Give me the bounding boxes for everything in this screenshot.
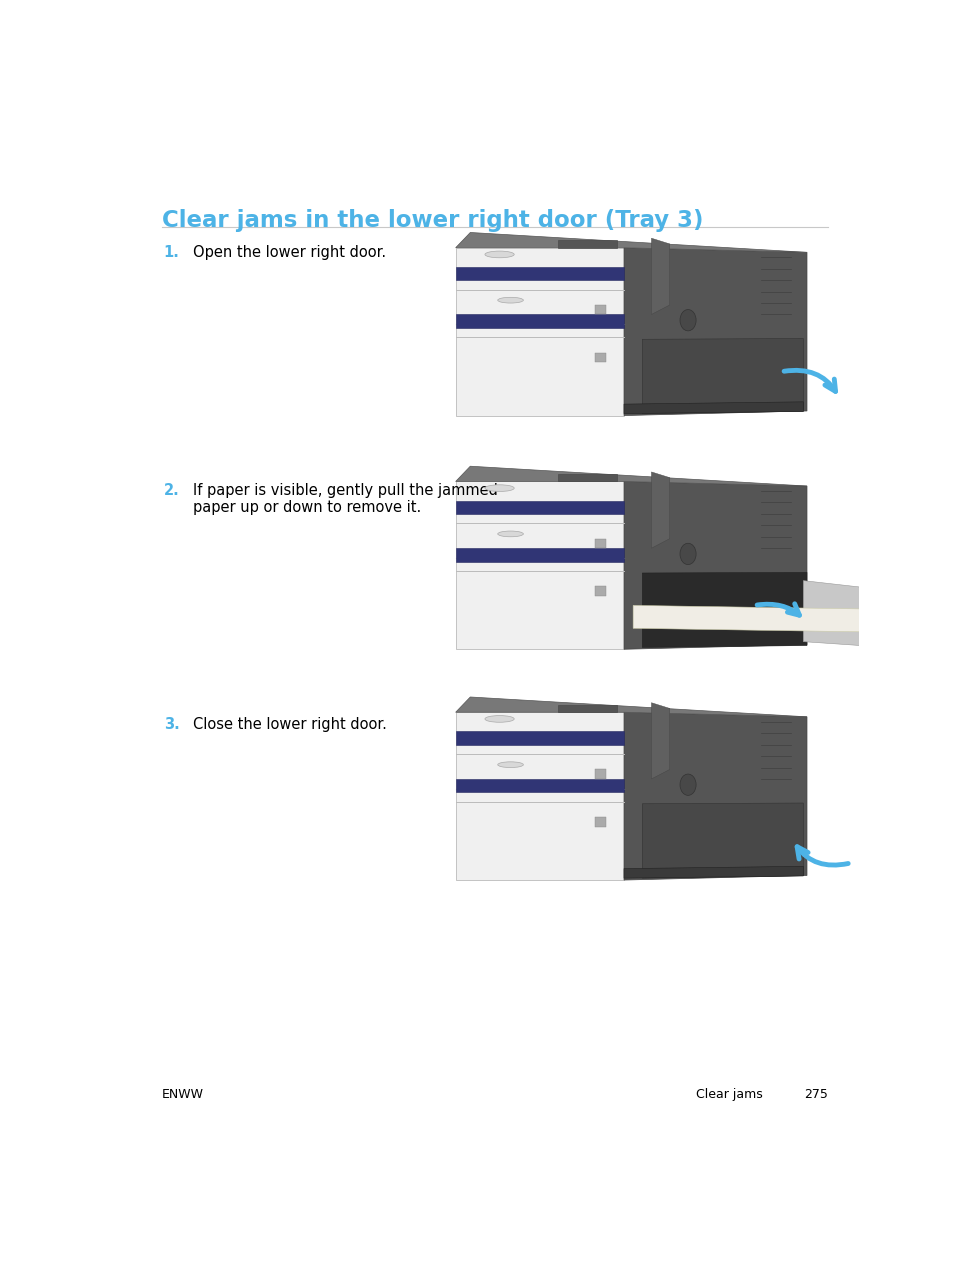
Polygon shape bbox=[641, 573, 806, 648]
Polygon shape bbox=[456, 315, 623, 328]
Polygon shape bbox=[456, 712, 623, 880]
Polygon shape bbox=[623, 401, 802, 414]
Bar bbox=[594, 305, 605, 315]
Text: Clear jams: Clear jams bbox=[696, 1088, 761, 1101]
Text: Clear jams in the lower right door (Tray 3): Clear jams in the lower right door (Tray… bbox=[162, 210, 703, 232]
Text: 3.: 3. bbox=[164, 716, 179, 732]
Circle shape bbox=[679, 773, 696, 795]
Circle shape bbox=[679, 310, 696, 331]
Ellipse shape bbox=[484, 715, 514, 723]
Text: 275: 275 bbox=[802, 1088, 826, 1101]
Ellipse shape bbox=[497, 297, 523, 304]
Polygon shape bbox=[633, 606, 880, 632]
Text: 1.: 1. bbox=[164, 245, 179, 260]
Text: 2.: 2. bbox=[164, 483, 179, 498]
Text: Open the lower right door.: Open the lower right door. bbox=[193, 245, 386, 260]
Polygon shape bbox=[641, 339, 802, 414]
Bar bbox=[594, 353, 605, 362]
Polygon shape bbox=[623, 248, 806, 415]
Bar bbox=[594, 770, 605, 779]
Bar bbox=[594, 538, 605, 549]
Text: ENWW: ENWW bbox=[162, 1088, 204, 1101]
Polygon shape bbox=[623, 481, 806, 649]
Polygon shape bbox=[456, 267, 623, 281]
Ellipse shape bbox=[497, 762, 523, 767]
Polygon shape bbox=[641, 803, 802, 878]
Ellipse shape bbox=[497, 531, 523, 537]
Polygon shape bbox=[651, 472, 669, 549]
Polygon shape bbox=[456, 697, 806, 716]
Polygon shape bbox=[456, 481, 623, 649]
Polygon shape bbox=[558, 240, 616, 248]
Ellipse shape bbox=[484, 485, 514, 491]
Polygon shape bbox=[456, 732, 623, 744]
Text: Close the lower right door.: Close the lower right door. bbox=[193, 716, 387, 732]
Polygon shape bbox=[558, 474, 616, 481]
Polygon shape bbox=[558, 705, 616, 712]
Polygon shape bbox=[456, 466, 806, 486]
Polygon shape bbox=[623, 866, 802, 878]
Polygon shape bbox=[802, 580, 886, 648]
Polygon shape bbox=[456, 779, 623, 792]
Polygon shape bbox=[456, 549, 623, 561]
Ellipse shape bbox=[484, 251, 514, 258]
Polygon shape bbox=[651, 239, 669, 315]
Circle shape bbox=[679, 544, 696, 565]
Polygon shape bbox=[456, 232, 806, 253]
Bar bbox=[594, 587, 605, 596]
Polygon shape bbox=[456, 248, 623, 415]
Bar bbox=[594, 817, 605, 827]
Polygon shape bbox=[623, 712, 806, 880]
Polygon shape bbox=[651, 702, 669, 779]
Polygon shape bbox=[456, 500, 623, 514]
Text: If paper is visible, gently pull the jammed
paper up or down to remove it.: If paper is visible, gently pull the jam… bbox=[193, 483, 497, 516]
